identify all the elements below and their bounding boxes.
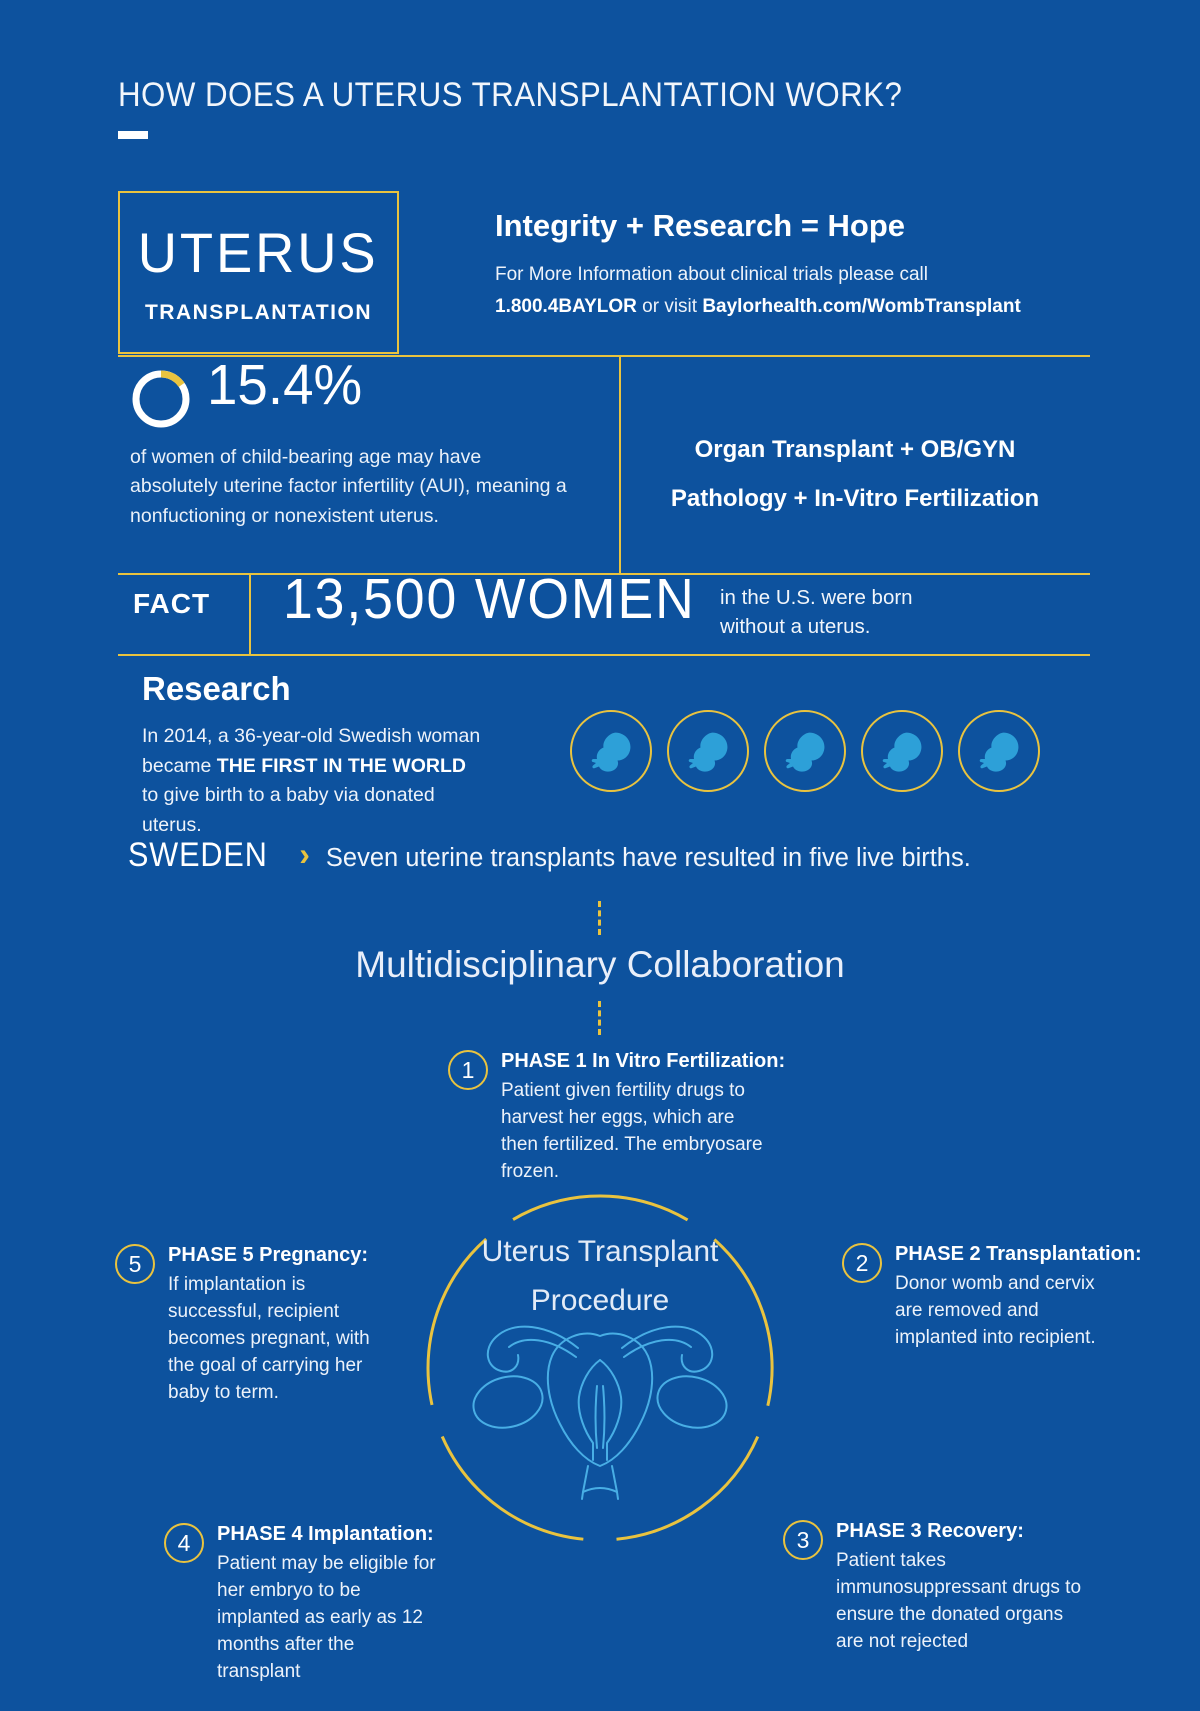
fact-band-divider — [249, 573, 251, 654]
procedure-title: Uterus Transplant Procedure — [420, 1228, 780, 1325]
phase-3-number-badge: 3 — [783, 1520, 823, 1560]
donut-chart-icon — [132, 370, 190, 428]
dashed-connector-top — [598, 901, 601, 935]
phase-1-body: Patient given fertility drugs to harvest… — [501, 1080, 763, 1182]
sweden-fact-row: SWEDEN › Seven uterine transplants have … — [128, 836, 971, 875]
disciplines-line1: Organ Transplant + OB/GYN — [694, 436, 1016, 463]
fact-band-top-rule — [118, 573, 1090, 575]
contact-phone-line: 1.800.4BAYLOR or visit Baylorhealth.com/… — [495, 296, 1021, 318]
uterus-illustration-icon — [472, 1325, 728, 1500]
brand-box: UTERUS TRANSPLANTATION — [118, 191, 399, 354]
research-text-pre: In 2014, a 36-year-old Swedish woman bec… — [142, 725, 481, 777]
phase-1-title: PHASE 1 In Vitro Fertilization: — [501, 1050, 786, 1072]
fact-band-bottom-rule — [118, 654, 1090, 656]
chevron-right-icon: › — [299, 836, 310, 872]
phase-4-body: Patient may be eligible for her embryo t… — [217, 1553, 436, 1682]
disciplines-block: Organ Transplant + OB/GYN Pathology + In… — [620, 436, 1090, 513]
page-title: HOW DOES A UTERUS TRANSPLANTATION WORK? — [118, 76, 903, 114]
fetus-icon — [861, 710, 943, 792]
fetus-icon — [667, 710, 749, 792]
phase-3-body: Patient takes immunosuppressant drugs to… — [836, 1550, 1082, 1652]
divider-top — [118, 355, 1090, 357]
phase-3-title: PHASE 3 Recovery: — [836, 1520, 1024, 1542]
fact-label: FACT — [133, 588, 211, 619]
phase-2-block: 2 PHASE 2 Transplantation: Donor womb an… — [842, 1243, 1142, 1352]
fact-detail: in the U.S. were born without a uterus. — [720, 586, 913, 638]
dashed-connector-bottom — [598, 1001, 601, 1035]
phase-2-title: PHASE 2 Transplantation: — [895, 1243, 1142, 1265]
phase-5-block: 5 PHASE 5 Pregnancy: If implantation is … — [115, 1244, 383, 1407]
phase-5-number-badge: 5 — [115, 1244, 155, 1284]
procedure-title-line1: Uterus Transplant — [481, 1235, 719, 1268]
phase-4-number-badge: 4 — [164, 1523, 204, 1563]
contact-info-line: For More Information about clinical tria… — [495, 264, 928, 285]
phone-number: 1.800.4BAYLOR — [495, 296, 637, 317]
divider-vertical-mid — [619, 356, 621, 573]
fetus-icon-row — [570, 710, 1040, 792]
fact-number: 13,500 WOMEN — [283, 567, 696, 631]
research-heading: Research — [142, 670, 291, 707]
stat-description: of women of child-bearing age may have a… — [130, 446, 567, 527]
contact-connector: or visit — [636, 296, 703, 317]
phase-1-number-badge: 1 — [448, 1050, 488, 1090]
brand-subtitle: TRANSPLANTATION — [144, 301, 373, 324]
website-url: Baylorhealth.com/WombTransplant — [702, 296, 1021, 317]
fetus-icon — [570, 710, 652, 792]
research-text-bold: THE FIRST IN THE WORLD — [216, 754, 466, 777]
title-underline-dash — [118, 131, 148, 139]
phase-4-block: 4 PHASE 4 Implantation: Patient may be e… — [164, 1523, 439, 1686]
sweden-label: SWEDEN — [128, 836, 268, 874]
procedure-title-line2: Procedure — [530, 1283, 670, 1317]
fetus-icon — [958, 710, 1040, 792]
phase-4-title: PHASE 4 Implantation: — [217, 1523, 434, 1545]
fetus-icon — [764, 710, 846, 792]
phase-2-body: Donor womb and cervix are removed and im… — [895, 1273, 1096, 1348]
disciplines-line2: Pathology + In-Vitro Fertilization — [670, 485, 1040, 512]
brand-title: UTERUS — [138, 221, 379, 284]
phase-1-block: 1 PHASE 1 In Vitro Fertilization: Patien… — [448, 1050, 785, 1186]
phase-2-number-badge: 2 — [842, 1243, 882, 1283]
hope-headline: Integrity + Research = Hope — [495, 208, 906, 243]
procedure-circle — [426, 1194, 774, 1542]
sweden-text: Seven uterine transplants have resulted … — [325, 844, 971, 872]
collaboration-title: Multidisciplinary Collaboration — [355, 944, 845, 985]
phase-5-body: If implantation is successful, recipient… — [168, 1274, 370, 1403]
research-text-post: to give birth to a baby via donated uter… — [142, 784, 435, 836]
research-paragraph: In 2014, a 36-year-old Swedish woman bec… — [142, 722, 484, 841]
phase-3-block: 3 PHASE 3 Recovery: Patient takes immuno… — [783, 1520, 1088, 1656]
phase-5-title: PHASE 5 Pregnancy: — [168, 1244, 369, 1266]
stat-percentage: 15.4% — [207, 353, 363, 417]
